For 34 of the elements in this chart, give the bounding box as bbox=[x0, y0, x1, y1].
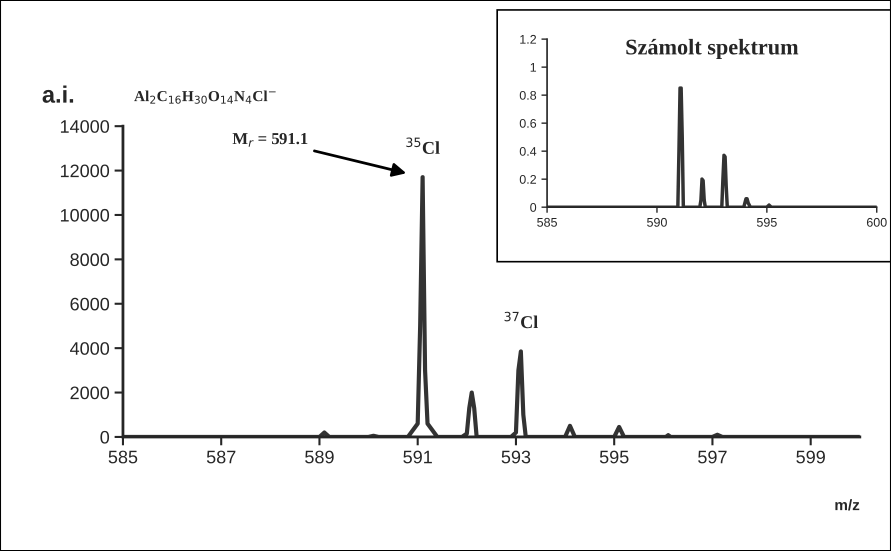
y-tick-label: 0 bbox=[530, 202, 536, 212]
annotation: $^{37}$Cl bbox=[504, 312, 538, 328]
y-tick-label: 14000 bbox=[60, 120, 110, 133]
annotation: $^{35}$Cl bbox=[406, 138, 440, 154]
x-tick-label: 585 bbox=[537, 218, 557, 227]
y-tick-label: 0 bbox=[100, 430, 110, 444]
x-tick-label: 595 bbox=[600, 450, 629, 464]
y-tick-label: 4000 bbox=[70, 342, 110, 355]
x-tick-label: 591 bbox=[403, 450, 432, 464]
y-tick-label: 12000 bbox=[60, 164, 110, 178]
y-tick-label: 10000 bbox=[60, 208, 110, 222]
x-tick-label: 599 bbox=[796, 450, 825, 464]
x-axis-title: m/z bbox=[835, 499, 860, 510]
y-tick-label: 0.8 bbox=[520, 90, 536, 100]
x-tick-label: 593 bbox=[502, 450, 530, 464]
y-tick-label: 2000 bbox=[70, 386, 110, 400]
x-tick-label: 589 bbox=[305, 450, 334, 464]
annotation: M$_{r}$ = 591.1 bbox=[232, 133, 308, 147]
x-tick-label: 590 bbox=[647, 218, 667, 227]
y-tick-label: 0.6 bbox=[520, 118, 536, 128]
y-tick-label: 0.4 bbox=[520, 146, 536, 156]
x-tick-label: 600 bbox=[866, 218, 887, 227]
y-tick-label: 0.2 bbox=[520, 174, 536, 184]
text: Al$_{2}$C$_{16}$H$_{30}$O$_{14}$N$_{4}$Cl$^{−}$ bbox=[134, 90, 276, 104]
y-tick-label: 1 bbox=[530, 63, 536, 72]
chart-title: Számolt spektrum bbox=[626, 38, 798, 60]
y-tick-label: 8000 bbox=[70, 253, 110, 266]
x-tick-label: 595 bbox=[756, 218, 777, 227]
y-tick-label: 1.2 bbox=[520, 34, 536, 44]
y-axis-title: a.i. bbox=[42, 86, 74, 103]
x-tick-label: 587 bbox=[206, 450, 236, 464]
x-tick-label: 585 bbox=[108, 450, 138, 464]
x-tick-label: 597 bbox=[698, 450, 727, 464]
y-tick-label: 6000 bbox=[70, 298, 110, 310]
